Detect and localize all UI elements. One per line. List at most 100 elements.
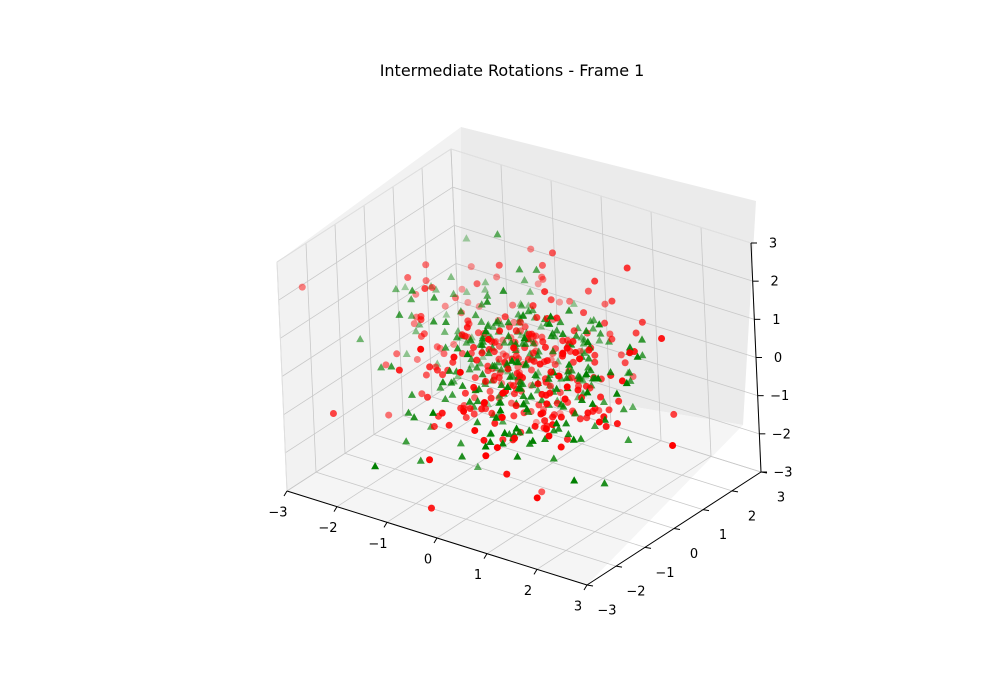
data-point-circle <box>482 452 490 460</box>
data-point-triangle <box>577 395 586 404</box>
z-tick-label: −2 <box>772 427 791 442</box>
data-point-triangle <box>431 285 440 293</box>
data-point-circle <box>418 390 426 398</box>
data-point-triangle <box>515 265 524 273</box>
data-point-circle <box>510 344 518 352</box>
data-point-triangle <box>401 282 410 291</box>
data-point-triangle <box>590 421 599 430</box>
data-point-circle <box>498 413 506 421</box>
data-point-circle <box>393 350 401 358</box>
data-point-circle <box>430 422 438 430</box>
y-tick-label: 2 <box>748 509 756 524</box>
data-point-circle <box>534 380 542 388</box>
data-point-triangle <box>429 408 438 416</box>
data-point-triangle <box>447 272 456 281</box>
data-point-circle <box>563 435 571 443</box>
x-tick-label: 2 <box>524 584 532 599</box>
data-point-circle <box>428 284 436 292</box>
data-point-triangle <box>497 380 506 388</box>
data-point-triangle <box>493 316 502 325</box>
data-point-triangle <box>458 452 467 460</box>
grid-line <box>452 186 753 282</box>
data-point-circle <box>478 349 486 357</box>
y-tick-mark <box>702 509 710 512</box>
data-point-triangle <box>471 310 480 319</box>
data-point-circle <box>549 413 557 421</box>
data-point-circle <box>433 366 441 374</box>
data-point-triangle <box>606 368 615 376</box>
data-point-circle <box>525 330 533 338</box>
data-point-triangle <box>583 337 592 346</box>
data-point-triangle <box>625 368 634 376</box>
data-point-triangle <box>377 363 386 371</box>
data-point-triangle <box>565 360 574 368</box>
data-point-triangle <box>496 406 505 414</box>
data-point-triangle <box>507 338 516 346</box>
data-point-circle <box>623 264 631 272</box>
data-point-circle <box>533 314 541 322</box>
data-point-triangle <box>356 334 365 343</box>
data-point-triangle <box>600 479 609 487</box>
data-point-triangle <box>557 400 566 408</box>
data-point-triangle <box>456 307 465 315</box>
z-tick-label: −1 <box>770 389 789 404</box>
data-point-triangle <box>436 383 445 391</box>
data-point-triangle <box>525 426 534 434</box>
data-point-triangle <box>481 326 490 335</box>
data-point-circle <box>488 409 496 417</box>
data-point-triangle <box>486 429 495 437</box>
chart-title: Intermediate Rotations - Frame 1 <box>380 61 645 80</box>
y-tick-mark <box>731 490 739 493</box>
data-point-circle <box>608 335 616 343</box>
data-point-circle <box>556 298 564 306</box>
data-point-circle <box>542 425 550 433</box>
data-point-triangle <box>528 436 537 444</box>
data-point-circle <box>441 302 449 310</box>
data-point-triangle <box>562 419 571 427</box>
data-point-circle <box>591 358 599 366</box>
data-point-circle <box>474 329 482 337</box>
x-tick-label: −1 <box>368 537 387 552</box>
data-point-triangle <box>586 316 595 325</box>
data-point-triangle <box>500 338 509 346</box>
data-point-triangle <box>463 349 472 358</box>
pane-edge <box>276 148 452 263</box>
data-point-triangle <box>582 326 591 334</box>
data-point-triangle <box>404 408 413 416</box>
data-point-triangle <box>483 297 492 305</box>
data-point-circle <box>504 365 512 373</box>
data-point-triangle <box>449 289 458 297</box>
data-point-circle <box>617 351 625 359</box>
data-point-triangle <box>580 335 589 343</box>
data-point-triangle <box>458 381 467 389</box>
data-point-triangle <box>492 413 501 421</box>
data-point-circle <box>638 318 646 326</box>
data-point-triangle <box>416 456 425 464</box>
data-point-triangle <box>498 417 507 425</box>
data-point-triangle <box>465 397 474 405</box>
data-point-circle <box>572 348 580 356</box>
data-point-circle <box>563 344 571 352</box>
data-point-triangle <box>462 234 471 242</box>
data-point-circle <box>456 368 464 376</box>
data-point-triangle <box>462 287 471 295</box>
data-point-circle <box>382 361 390 369</box>
data-point-circle <box>470 383 478 391</box>
data-point-triangle <box>489 322 498 330</box>
data-point-triangle <box>503 382 512 390</box>
data-point-triangle <box>589 324 598 332</box>
data-point-triangle <box>500 428 509 436</box>
data-point-triangle <box>520 276 529 284</box>
data-point-circle <box>395 366 403 374</box>
data-point-triangle <box>612 389 621 397</box>
x-tick-mark <box>283 490 288 497</box>
data-point-circle <box>450 353 458 361</box>
data-point-triangle <box>522 404 531 413</box>
data-point-circle <box>445 421 453 429</box>
data-point-triangle <box>584 354 593 362</box>
data-point-circle <box>450 340 458 348</box>
data-point-circle <box>516 372 524 380</box>
data-point-circle <box>545 432 553 440</box>
data-point-triangle <box>465 365 474 373</box>
